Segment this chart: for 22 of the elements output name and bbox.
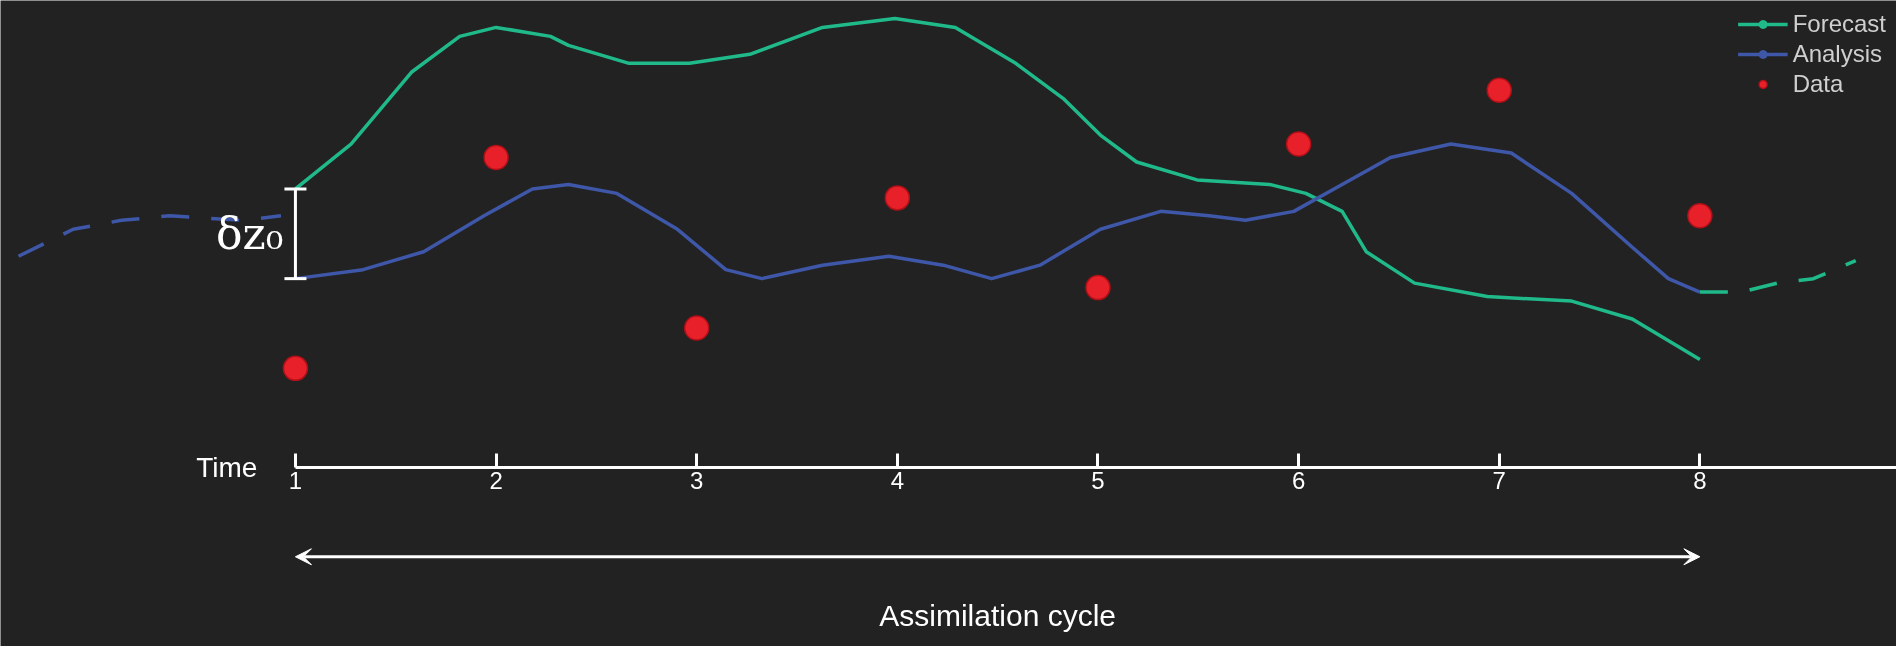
annotation: δz₀ [216,208,284,260]
legend-label: Data [1792,70,1844,98]
point [282,355,309,382]
legend-label: Forecast [1792,10,1886,38]
point [1486,77,1512,103]
x-tick-label: 6 [1291,467,1306,495]
x-tick-label: 4 [890,467,905,495]
point [1285,131,1312,157]
point [1687,203,1713,229]
point [683,315,710,341]
x-tick-label: 5 [1091,467,1105,495]
x-tick-label: 3 [690,467,704,495]
point [1085,274,1111,301]
text: Assimilation cycle [879,598,1117,632]
x-tick-label: 2 [489,467,503,495]
point [483,144,509,171]
x-axis-title: Time [196,451,258,483]
legend-label: Analysis [1792,40,1882,68]
x-tick-label: 7 [1492,467,1506,495]
x-tick-label: 8 [1693,467,1707,495]
point [884,185,911,211]
x-tick-label: 1 [288,467,303,495]
